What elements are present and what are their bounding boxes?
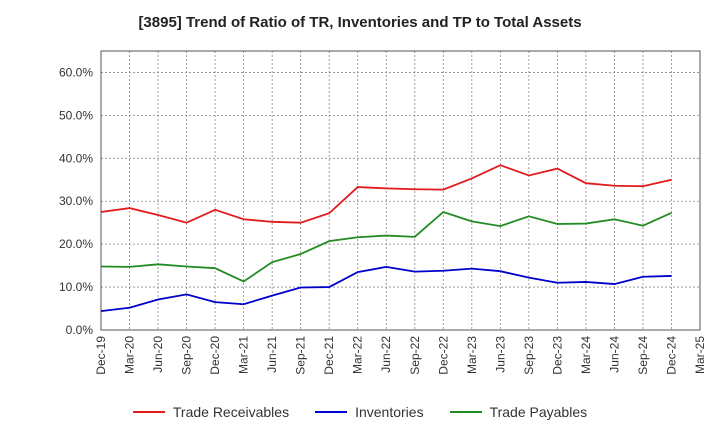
y-tick-label: 0.0% [66,323,94,337]
x-axis-ticks: Dec-19 Mar-20 Jun-20 Sep-20 Dec-20 Mar-21 Jun-… [94,336,707,375]
legend: Trade Receivables Inventories Trade Payabl… [0,404,720,420]
x-tick-label: Sep-20 [180,336,194,375]
x-tick-label: Sep-22 [408,336,422,375]
legend-label: Trade Payables [489,404,588,420]
x-tick-label: Dec-19 [94,336,108,375]
y-tick-label: 60.0% [59,65,93,79]
x-tick-label: Mar-24 [579,336,593,374]
x-tick-label: Dec-21 [322,336,336,375]
x-tick-label: Jun-21 [265,336,279,373]
legend-swatch [449,411,482,413]
y-tick-label: 10.0% [59,280,93,294]
legend-item: Inventories [315,404,424,420]
x-tick-label: Jun-20 [151,336,165,373]
x-tick-label: Dec-24 [664,336,678,375]
y-tick-label: 20.0% [59,237,93,251]
x-tick-label: Dec-20 [208,336,222,375]
series-line-inventories [100,265,672,313]
x-tick-label: Sep-24 [636,336,650,375]
legend-swatch [315,411,348,413]
legend-label: Inventories [355,404,424,420]
y-axis-ticks: 0.0% 10.0% 20.0% 30.0% 40.0% 50.0% 60.0% [59,65,93,337]
series-line-trade-receivables [100,164,672,224]
grid [100,51,701,331]
plot-frame [100,50,701,331]
legend-swatch [132,411,165,413]
x-tick-label: Dec-22 [436,336,450,375]
x-tick-label: Jun-22 [379,336,393,373]
x-tick-label: Sep-21 [294,336,308,375]
x-tick-label: Mar-23 [465,336,479,374]
x-tick-label: Jun-23 [493,336,507,373]
legend-label: Trade Receivables [172,404,290,420]
legend-item: Trade Receivables [132,404,290,420]
x-tick-label: Mar-20 [123,336,137,374]
y-tick-label: 40.0% [59,151,93,165]
line-chart: 0.0% 10.0% 20.0% 30.0% 40.0% 50.0% 60.0% Dec-1… [59,50,707,375]
x-tick-label: Jun-24 [607,336,621,373]
x-tick-label: Mar-22 [351,336,365,374]
legend-item: Trade Payables [449,404,588,420]
y-tick-label: 50.0% [59,108,93,122]
chart-title: [3895] Trend of Ratio of TR, Inventories… [138,14,582,31]
series-lines [100,164,672,313]
x-tick-label: Mar-21 [237,336,251,374]
y-tick-label: 30.0% [59,194,93,208]
series-line-trade-payables [100,210,672,283]
x-tick-label: Sep-23 [522,336,536,375]
x-tick-label: Mar-25 [693,336,707,374]
x-tick-label: Dec-23 [550,336,564,375]
